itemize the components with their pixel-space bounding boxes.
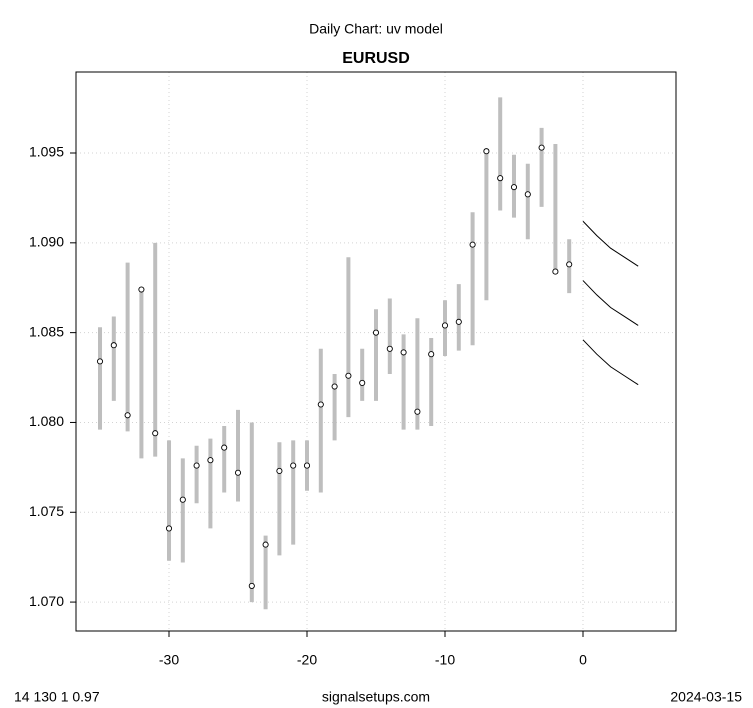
- close-point: [524, 191, 531, 198]
- close-point: [441, 322, 449, 329]
- x-tick-label: 0: [579, 652, 587, 668]
- close-point: [262, 541, 269, 548]
- close-point: [193, 462, 200, 469]
- x-tick-label: -20: [297, 652, 317, 668]
- y-tick-label: 1.070: [29, 593, 64, 609]
- close-point: [303, 462, 311, 469]
- close-point: [386, 345, 393, 352]
- close-point: [483, 148, 490, 155]
- forecast-line: [582, 339, 639, 386]
- close-point: [510, 184, 518, 191]
- close-point: [96, 358, 104, 365]
- y-tick-label: 1.080: [29, 413, 64, 429]
- y-tick-label: 1.095: [29, 144, 64, 160]
- close-point: [317, 401, 324, 408]
- close-point: [497, 175, 504, 182]
- close-point: [414, 408, 421, 415]
- close-point: [331, 383, 338, 390]
- close-point: [152, 430, 159, 437]
- close-point: [400, 349, 407, 356]
- close-point: [566, 261, 573, 268]
- close-point: [428, 351, 435, 358]
- close-point: [179, 496, 186, 503]
- footer-right: 2024-03-15: [670, 689, 742, 705]
- y-tick-label: 1.075: [29, 503, 64, 519]
- close-point: [359, 379, 366, 386]
- forecast-line: [582, 220, 639, 267]
- chart-subtitle: Daily Chart: uv model: [309, 21, 443, 37]
- footer-left: 14 130 1 0.97: [14, 689, 100, 705]
- close-point: [372, 329, 380, 336]
- close-point: [165, 525, 173, 532]
- y-tick-label: 1.085: [29, 323, 64, 339]
- close-point: [207, 457, 214, 464]
- close-point: [552, 268, 559, 275]
- x-tick-label: -10: [435, 652, 455, 668]
- close-point: [455, 318, 462, 325]
- y-tick-label: 1.090: [29, 234, 64, 250]
- close-point: [290, 462, 297, 469]
- close-point: [345, 372, 352, 379]
- chart-title: EURUSD: [342, 50, 410, 67]
- forecast-line: [582, 280, 639, 326]
- plot-frame: [75, 71, 677, 632]
- close-point: [221, 444, 228, 451]
- footer-center: signalsetups.com: [322, 689, 430, 705]
- x-tick-label: -30: [159, 652, 179, 668]
- close-point: [110, 342, 117, 349]
- close-point: [234, 469, 242, 476]
- close-point: [248, 582, 255, 589]
- close-point: [276, 467, 283, 475]
- close-point: [124, 412, 131, 419]
- close-point: [469, 241, 476, 248]
- close-point: [538, 144, 545, 151]
- close-point: [138, 286, 145, 293]
